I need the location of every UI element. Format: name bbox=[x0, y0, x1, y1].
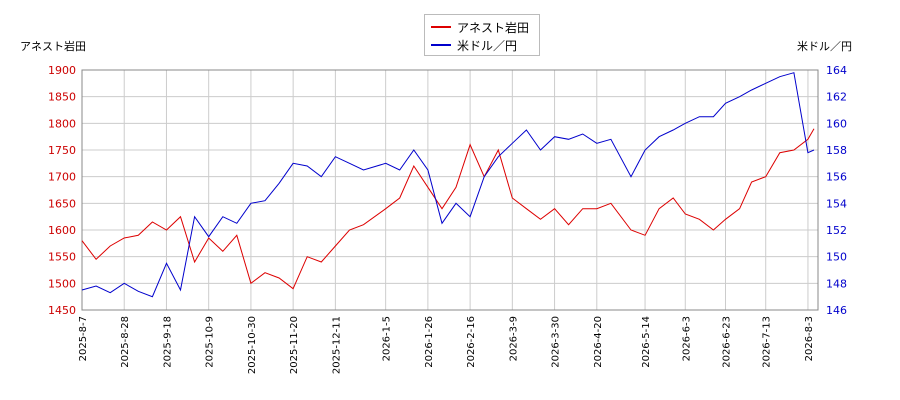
plot-frame bbox=[81, 69, 819, 311]
legend-item-stock: アネスト岩田 bbox=[431, 18, 529, 36]
y-tick-label-left: 1450 bbox=[48, 304, 76, 317]
x-tick-label: 2026-4-20 bbox=[593, 316, 604, 368]
x-tick-label: 2026-2-16 bbox=[466, 316, 477, 368]
series-line-usdjpy bbox=[81, 72, 815, 298]
x-tick-label: 2026-5-14 bbox=[641, 316, 652, 368]
y-tick-label-right: 146 bbox=[826, 304, 847, 317]
y-tick-label-left: 1800 bbox=[48, 117, 76, 130]
x-tick-label: 2025-8-7 bbox=[78, 316, 89, 361]
y-tick-label-right: 164 bbox=[826, 64, 847, 77]
y-tick-label-right: 162 bbox=[826, 91, 847, 104]
y-tick-label-left: 1700 bbox=[48, 171, 76, 184]
legend-swatch-stock bbox=[431, 26, 451, 28]
right-axis-title: 米ドル／円 bbox=[797, 40, 852, 53]
y-tick-label-left: 1650 bbox=[48, 197, 76, 210]
y-tick-label-right: 156 bbox=[826, 171, 847, 184]
x-tick-label: 2025-10-9 bbox=[205, 316, 216, 368]
x-tick-label: 2026-1-5 bbox=[382, 316, 393, 361]
y-tick-label-right: 150 bbox=[826, 251, 847, 264]
y-tick-label-right: 154 bbox=[826, 197, 847, 210]
y-tick-label-left: 1600 bbox=[48, 224, 76, 237]
legend-item-usdjpy: 米ドル／円 bbox=[431, 36, 517, 54]
y-tick-label-left: 1850 bbox=[48, 91, 76, 104]
y-tick-label-right: 152 bbox=[826, 224, 847, 237]
x-tick-label: 2026-3-9 bbox=[508, 316, 519, 361]
y-tick-label-right: 148 bbox=[826, 277, 847, 290]
x-tick-label: 2026-7-13 bbox=[762, 316, 773, 368]
x-tick-label: 2025-11-20 bbox=[289, 316, 300, 374]
x-tick-label: 2025-8-28 bbox=[120, 316, 131, 368]
x-tick-label: 2025-10-30 bbox=[247, 316, 258, 374]
y-tick-label-right: 158 bbox=[826, 144, 847, 157]
x-tick-label: 2026-6-23 bbox=[721, 316, 732, 368]
x-tick-label: 2025-9-18 bbox=[162, 316, 173, 368]
y-tick-label-left: 1900 bbox=[48, 64, 76, 77]
x-tick-label: 2025-12-11 bbox=[331, 316, 342, 374]
x-tick-label: 2026-1-26 bbox=[424, 316, 435, 368]
left-axis-title: アネスト岩田 bbox=[20, 40, 86, 53]
legend-swatch-usdjpy bbox=[431, 44, 451, 46]
x-tick-label: 2026-8-3 bbox=[804, 316, 815, 361]
y-tick-label-left: 1550 bbox=[48, 251, 76, 264]
legend: アネスト岩田 米ドル／円 bbox=[424, 14, 540, 56]
y-tick-label-right: 160 bbox=[826, 117, 847, 130]
y-tick-label-left: 1500 bbox=[48, 277, 76, 290]
y-tick-label-left: 1750 bbox=[48, 144, 76, 157]
legend-label-stock: アネスト岩田 bbox=[457, 20, 530, 35]
legend-label-usdjpy: 米ドル／円 bbox=[457, 38, 518, 53]
series-line-stock bbox=[81, 128, 815, 290]
x-tick-label: 2026-6-3 bbox=[681, 316, 692, 361]
x-tick-label: 2026-3-30 bbox=[551, 316, 562, 368]
